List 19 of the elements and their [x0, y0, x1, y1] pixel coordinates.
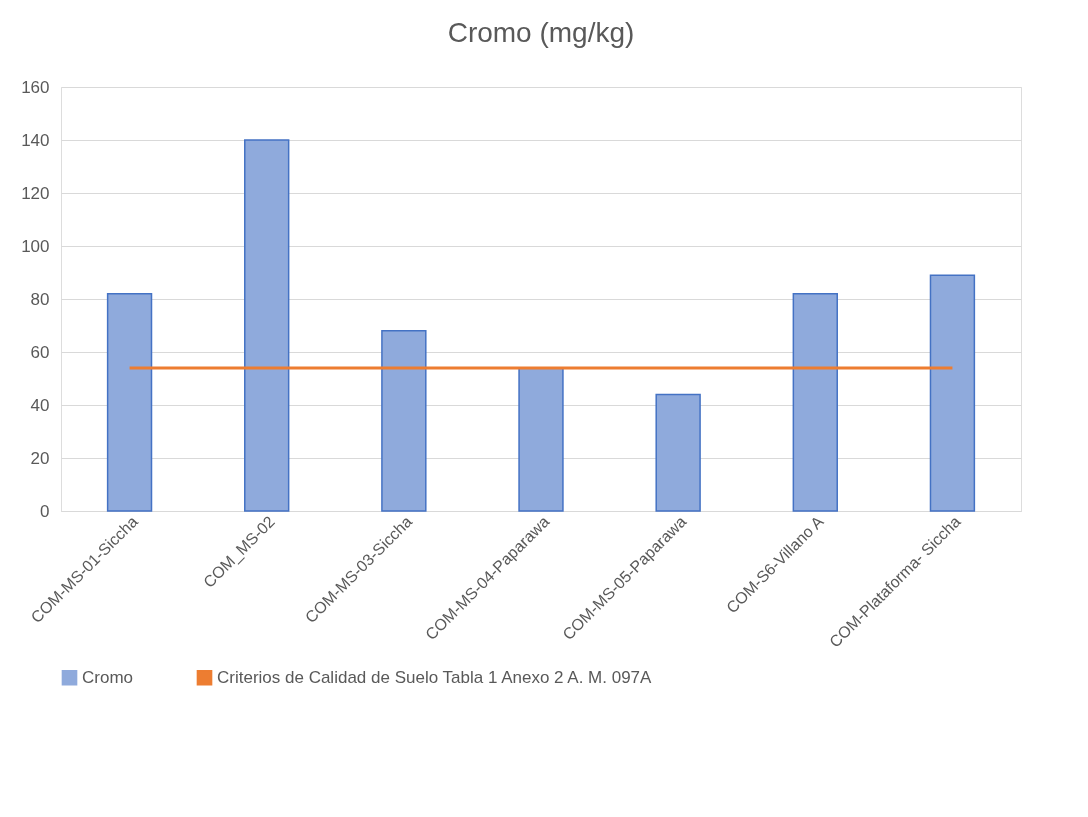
y-tick-label: 160	[21, 77, 50, 97]
y-tick-label: 60	[30, 342, 50, 362]
bar	[244, 139, 290, 512]
chart-title: Cromo (mg/kg)	[447, 17, 635, 48]
y-tick-label: 120	[21, 183, 50, 203]
y-tick-label: 0	[40, 501, 50, 521]
y-tick-label: 40	[30, 395, 50, 415]
y-tick-label: 80	[30, 289, 50, 309]
legend-label: Cromo	[82, 667, 134, 687]
bar	[792, 292, 838, 512]
y-tick-label: 20	[30, 448, 50, 468]
y-tick-label: 100	[21, 236, 50, 256]
bar	[381, 330, 427, 512]
legend-label: Criterios de Calidad de Suelo Tabla 1 Anexo 2 A. M. 097A	[217, 667, 653, 687]
bar	[929, 274, 976, 512]
bar	[518, 367, 564, 512]
bar	[106, 292, 153, 512]
y-tick-label: 140	[21, 130, 50, 150]
bar	[655, 393, 701, 512]
